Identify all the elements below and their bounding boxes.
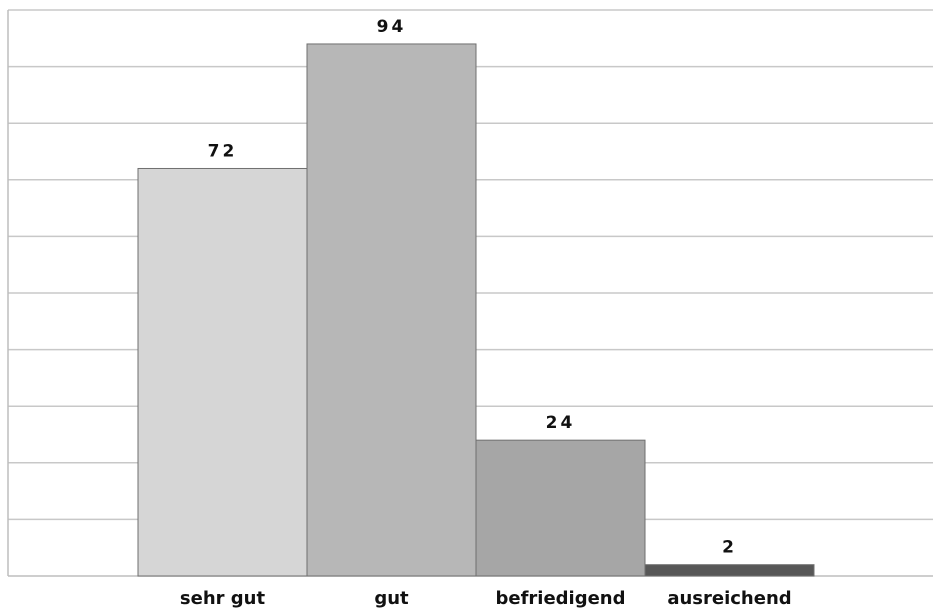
- value-label: 2: [722, 538, 737, 558]
- category-label: ausreichend: [667, 588, 791, 609]
- category-label: sehr gut: [180, 588, 266, 609]
- category-label: befriedigend: [495, 588, 625, 609]
- value-label: 94: [377, 17, 407, 37]
- bars: [137, 43, 815, 577]
- bar-sehr-gut: [137, 167, 308, 577]
- category-labels: sehr gut gut befriedigend ausreichend: [180, 588, 792, 609]
- value-label: 24: [546, 413, 576, 433]
- value-labels: 72 94 24 2: [208, 17, 737, 558]
- value-label: 72: [208, 141, 238, 161]
- bar-befriedigend: [475, 439, 646, 577]
- bar-ausreichend: [644, 564, 815, 577]
- bar-gut: [306, 43, 477, 577]
- category-label: gut: [374, 588, 409, 609]
